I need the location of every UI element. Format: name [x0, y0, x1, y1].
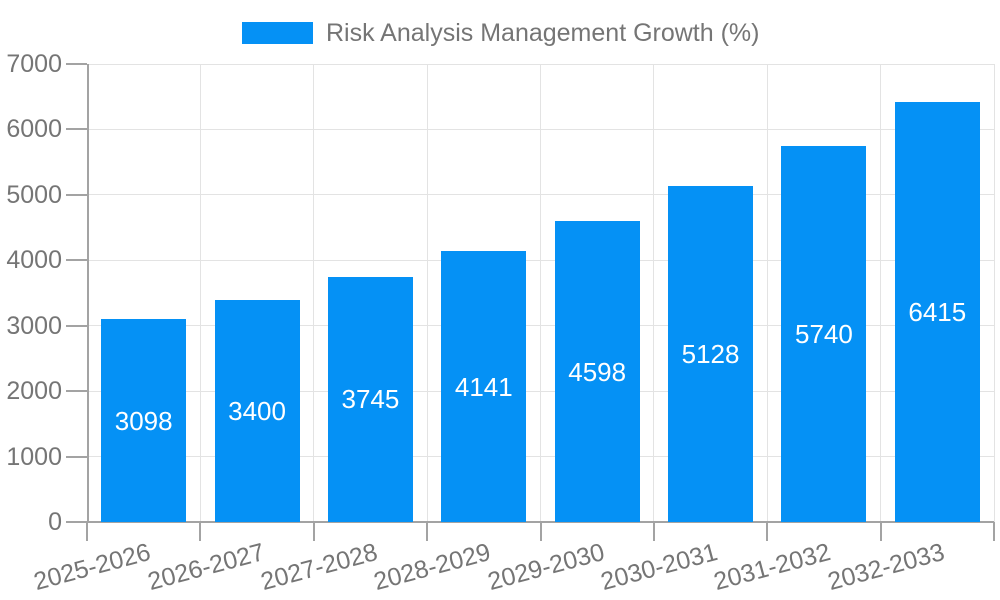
bar-value-label: 5740 [795, 319, 853, 350]
y-axis-tick-label: 7000 [6, 50, 62, 78]
x-axis-tick [879, 522, 882, 541]
x-gridline [880, 64, 882, 522]
legend-label: Risk Analysis Management Growth (%) [326, 19, 760, 47]
x-axis-tick-label: 2029-2030 [484, 538, 608, 597]
x-axis-tick-label: 2026-2027 [144, 538, 268, 597]
bar: 3400 [214, 299, 300, 522]
x-axis-tick [312, 522, 315, 541]
y-axis-tick [66, 390, 87, 393]
x-gridline [313, 64, 315, 522]
x-axis-tick [199, 522, 202, 541]
x-axis-tick [766, 522, 769, 541]
y-axis-tick [66, 521, 87, 523]
bar-value-label: 5128 [681, 339, 740, 370]
bar-value-label: 4141 [454, 371, 513, 402]
y-axis-tick [66, 455, 87, 458]
bar-value-label: 4598 [568, 356, 627, 387]
x-gridline [766, 64, 768, 522]
y-axis-tick-label: 6000 [6, 115, 62, 144]
bar-value-label: 3745 [341, 384, 400, 415]
y-axis-tick-label: 0 [48, 508, 62, 536]
y-axis-tick-label: 3000 [6, 311, 62, 340]
y-axis-tick-label: 5000 [6, 180, 62, 209]
bar: 6415 [894, 102, 980, 522]
bar-value-label: 3400 [228, 395, 286, 426]
x-axis-tick-label: 2030-2031 [597, 538, 721, 597]
x-axis-tick [539, 522, 542, 541]
x-axis-tick-label: 2032-2033 [824, 538, 948, 597]
bar: 5740 [781, 146, 867, 522]
bar-value-label: 6415 [908, 297, 967, 328]
x-axis-tick [652, 522, 655, 541]
y-axis-tick [66, 128, 87, 131]
bar-value-label: 3098 [114, 405, 173, 436]
y-axis-tick-label: 1000 [6, 442, 62, 471]
y-axis-tick [66, 324, 87, 327]
x-axis-tick [426, 522, 429, 541]
legend-swatch [242, 22, 313, 44]
y-axis-tick [66, 63, 87, 65]
bar: 4598 [554, 221, 640, 522]
y-axis-tick-label: 2000 [6, 377, 62, 406]
bar: 5128 [668, 186, 754, 522]
y-axis-tick [66, 259, 87, 262]
x-axis-line [87, 521, 994, 523]
legend: Risk Analysis Management Growth (%) [242, 20, 759, 46]
x-gridline [426, 64, 428, 522]
x-axis-tick [86, 522, 88, 541]
y-axis-line [87, 64, 89, 522]
x-axis-tick [993, 522, 995, 541]
x-gridline [540, 64, 541, 522]
x-axis-tick-label: 2027-2028 [257, 538, 381, 597]
x-axis-tick-label: 2028-2029 [371, 538, 494, 597]
x-gridline [993, 64, 995, 522]
x-gridline [199, 64, 201, 522]
x-axis-tick-label: 2025-2026 [30, 538, 154, 597]
x-axis-tick-label: 2031-2032 [711, 538, 834, 597]
x-gridline [653, 64, 655, 522]
bar: 3745 [327, 276, 413, 522]
y-axis-tick [66, 193, 87, 196]
bar: 4141 [441, 251, 527, 522]
y-axis-tick-label: 4000 [6, 246, 62, 275]
bar: 3098 [101, 319, 187, 522]
